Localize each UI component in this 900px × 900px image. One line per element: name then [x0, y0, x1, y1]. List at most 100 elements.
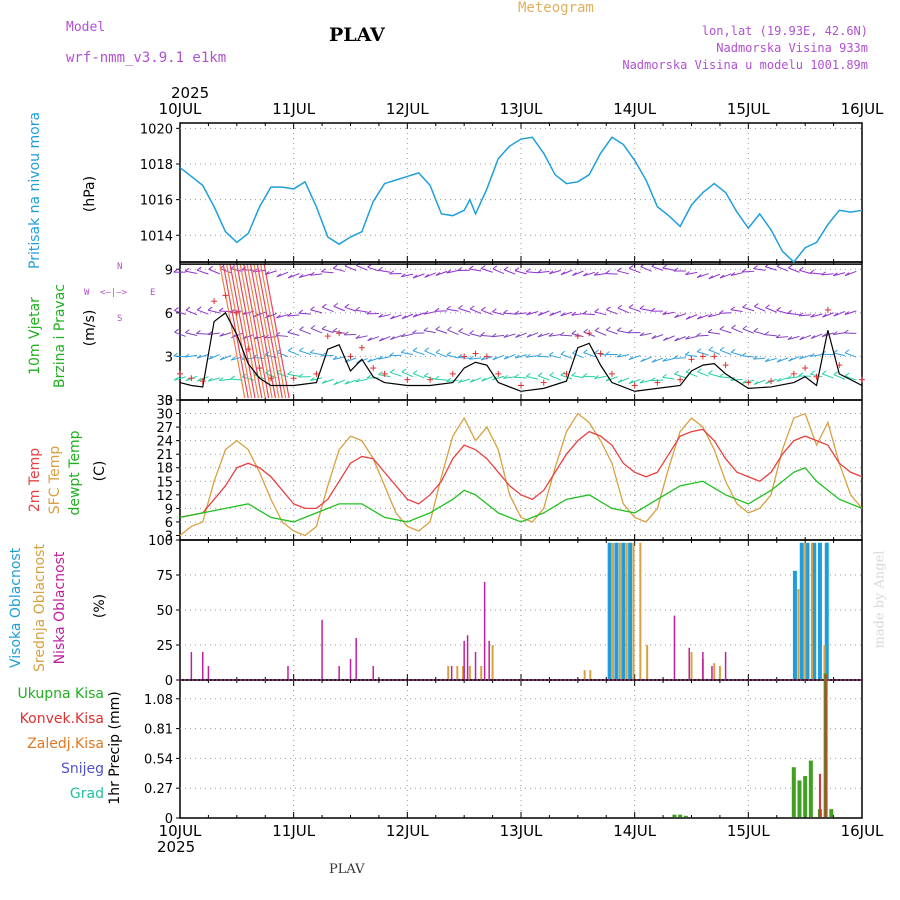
- wind-arrow-head: [571, 311, 576, 316]
- wind-arrow: [503, 312, 516, 315]
- ytick-label-cloud: 0: [165, 674, 173, 689]
- cloud-bar-mid: [810, 542, 813, 679]
- wind-arrow-head: [457, 354, 463, 358]
- time-tick-top: 16JUL: [841, 100, 884, 118]
- wind-arrow-head: [788, 264, 793, 269]
- ytick-label-cloud: 50: [156, 604, 173, 619]
- wind-arrow-head: [674, 370, 679, 375]
- wind-arrow-head: [606, 306, 611, 311]
- wind-arrow: [628, 307, 641, 312]
- model-altitude-text: Nadmorska Visina u modelu 1001.89m: [622, 58, 868, 72]
- ytick-label-wind: 3: [165, 350, 173, 365]
- cloud-bar-low: [201, 652, 204, 679]
- wind-arrow: [447, 329, 459, 335]
- total-precip-bar: [683, 815, 688, 817]
- cloud-bar-mid: [491, 645, 494, 679]
- wind-arrow: [844, 352, 857, 358]
- wind-arrow-head: [299, 347, 304, 352]
- wind-arrow: [583, 271, 596, 277]
- cloud-bar-mid: [797, 589, 800, 679]
- wind-arrow-head: [173, 376, 179, 381]
- wind-arrow: [742, 306, 755, 312]
- wind-arrow-head: [651, 358, 657, 363]
- wind-streak: [256, 263, 283, 399]
- wind-arrow-head: [276, 273, 282, 278]
- wind-arrow: [401, 273, 414, 278]
- wind-arrow-head: [753, 355, 758, 360]
- wind-arrow-head: [344, 303, 350, 308]
- wind-arrow: [173, 355, 186, 358]
- wind-arrow-head: [378, 266, 383, 271]
- wind-arrow: [332, 356, 345, 360]
- cloud-bar-high: [805, 542, 810, 679]
- time-tick-bottom: 10JUL: [159, 822, 202, 840]
- cloud-bar-low: [338, 666, 340, 679]
- wind-arrow-head: [492, 356, 498, 361]
- wind-arrow-head: [548, 351, 554, 356]
- wind-arrow: [833, 374, 846, 380]
- wind-arrow-head: [537, 311, 543, 316]
- wind-arrow: [390, 371, 402, 377]
- wind-arrow-head: [174, 307, 179, 311]
- wind-streak: [219, 263, 246, 399]
- wind-arrow: [594, 330, 607, 336]
- wind-arrow-head: [776, 378, 782, 382]
- total-precip-bar: [829, 809, 834, 817]
- wind-arrow-head: [503, 309, 508, 314]
- wind-arrow: [788, 267, 800, 273]
- wind-arrow: [697, 273, 709, 279]
- wind-arrow-head: [219, 356, 225, 361]
- wind-arrow-head: [276, 314, 281, 319]
- wind-arrow-head: [833, 272, 838, 277]
- wind-arrow: [526, 332, 539, 338]
- wind-arrow: [435, 378, 448, 381]
- time-tick-top: 14JUL: [613, 100, 656, 118]
- cloud-bar-low: [688, 647, 690, 679]
- wind-arrow-head: [184, 267, 190, 272]
- wind-arrow-head: [366, 310, 372, 315]
- wind-arrow: [503, 333, 516, 338]
- wind-arrow-head: [685, 368, 691, 373]
- wind-arrow-head: [696, 332, 701, 337]
- wind-arrow: [799, 269, 811, 275]
- wind-arrow-head: [594, 349, 599, 354]
- wind-arrow-head: [821, 271, 826, 276]
- wind-arrow-head: [514, 354, 520, 359]
- wind-arrow-head: [832, 331, 838, 335]
- wind-arrow-head: [174, 328, 179, 333]
- wind-arrow-head: [833, 371, 839, 376]
- wind-arrow-head: [298, 373, 304, 378]
- wind-arrow: [799, 354, 812, 360]
- wind-arrow: [833, 332, 846, 336]
- wind-arrow: [265, 270, 277, 275]
- wind-arrow-head: [651, 335, 657, 339]
- wind-arrow-head: [741, 268, 747, 273]
- ytick-label-pressure: 1020: [140, 122, 173, 137]
- wind-arrow: [730, 351, 743, 357]
- wind-arrow-head: [355, 306, 361, 311]
- wind-arrow: [458, 330, 471, 337]
- lonlat-text: lon,lat (19.93E, 42.6N): [701, 24, 868, 38]
- wind-arrow: [412, 312, 425, 318]
- wind-arrow: [730, 309, 743, 312]
- cloud-bar-low: [474, 652, 477, 679]
- wind-arrow: [822, 312, 834, 318]
- wind-arrow-head: [582, 373, 588, 378]
- wind-arrow: [219, 310, 232, 313]
- wind-arrow: [833, 352, 846, 357]
- cloud-bar-mid: [456, 666, 459, 679]
- wind-arrow-head: [321, 268, 326, 273]
- wind-arrow-head: [809, 269, 815, 274]
- wind-arrow: [606, 376, 618, 382]
- wind-arrow-head: [218, 377, 224, 381]
- wind-arrow: [810, 313, 823, 318]
- wind-arrow: [594, 311, 607, 316]
- cloud-bar-low: [372, 666, 374, 679]
- wind-arrow: [651, 334, 664, 340]
- wind-arrow-head: [196, 306, 202, 311]
- wind-arrow-head: [719, 373, 724, 378]
- wind-streak: [229, 263, 256, 399]
- wind-arrow: [185, 270, 198, 274]
- wind-arrow: [253, 356, 266, 359]
- wind-arrow: [208, 377, 220, 382]
